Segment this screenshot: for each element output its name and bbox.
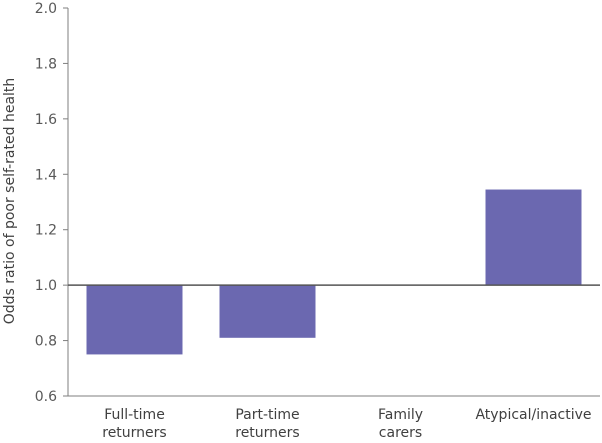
bar-3 xyxy=(485,189,582,286)
x-axis: Full-time returners Part-time returners Fami… xyxy=(68,395,600,441)
y-tick-label: 1.4 xyxy=(35,167,57,183)
y-tick-label: 1.8 xyxy=(35,56,57,72)
category-label: Full-time xyxy=(104,407,165,423)
bar-1 xyxy=(219,285,316,338)
y-tick-label: 1.2 xyxy=(35,223,57,239)
y-tick-label: 1.0 xyxy=(35,278,57,294)
category-label: returners xyxy=(102,425,166,441)
bar-0 xyxy=(86,285,183,355)
y-tick-label: 0.6 xyxy=(35,389,57,405)
y-tick-label: 0.8 xyxy=(35,334,57,350)
category-label: Part-time xyxy=(235,407,299,423)
bars xyxy=(68,189,600,355)
category-label: carers xyxy=(379,425,422,441)
y-tick-label: 2.0 xyxy=(35,1,57,17)
category-label: Atypical/inactive xyxy=(475,407,591,423)
category-label: returners xyxy=(235,425,299,441)
y-tick-label: 1.6 xyxy=(35,112,57,128)
category-label: Family xyxy=(378,407,423,423)
y-axis: 0.6 0.8 1.0 1.2 1.4 1.6 1.8 2.0 xyxy=(35,1,69,405)
y-axis-label: Odds ratio of poor self-rated health xyxy=(2,78,18,325)
